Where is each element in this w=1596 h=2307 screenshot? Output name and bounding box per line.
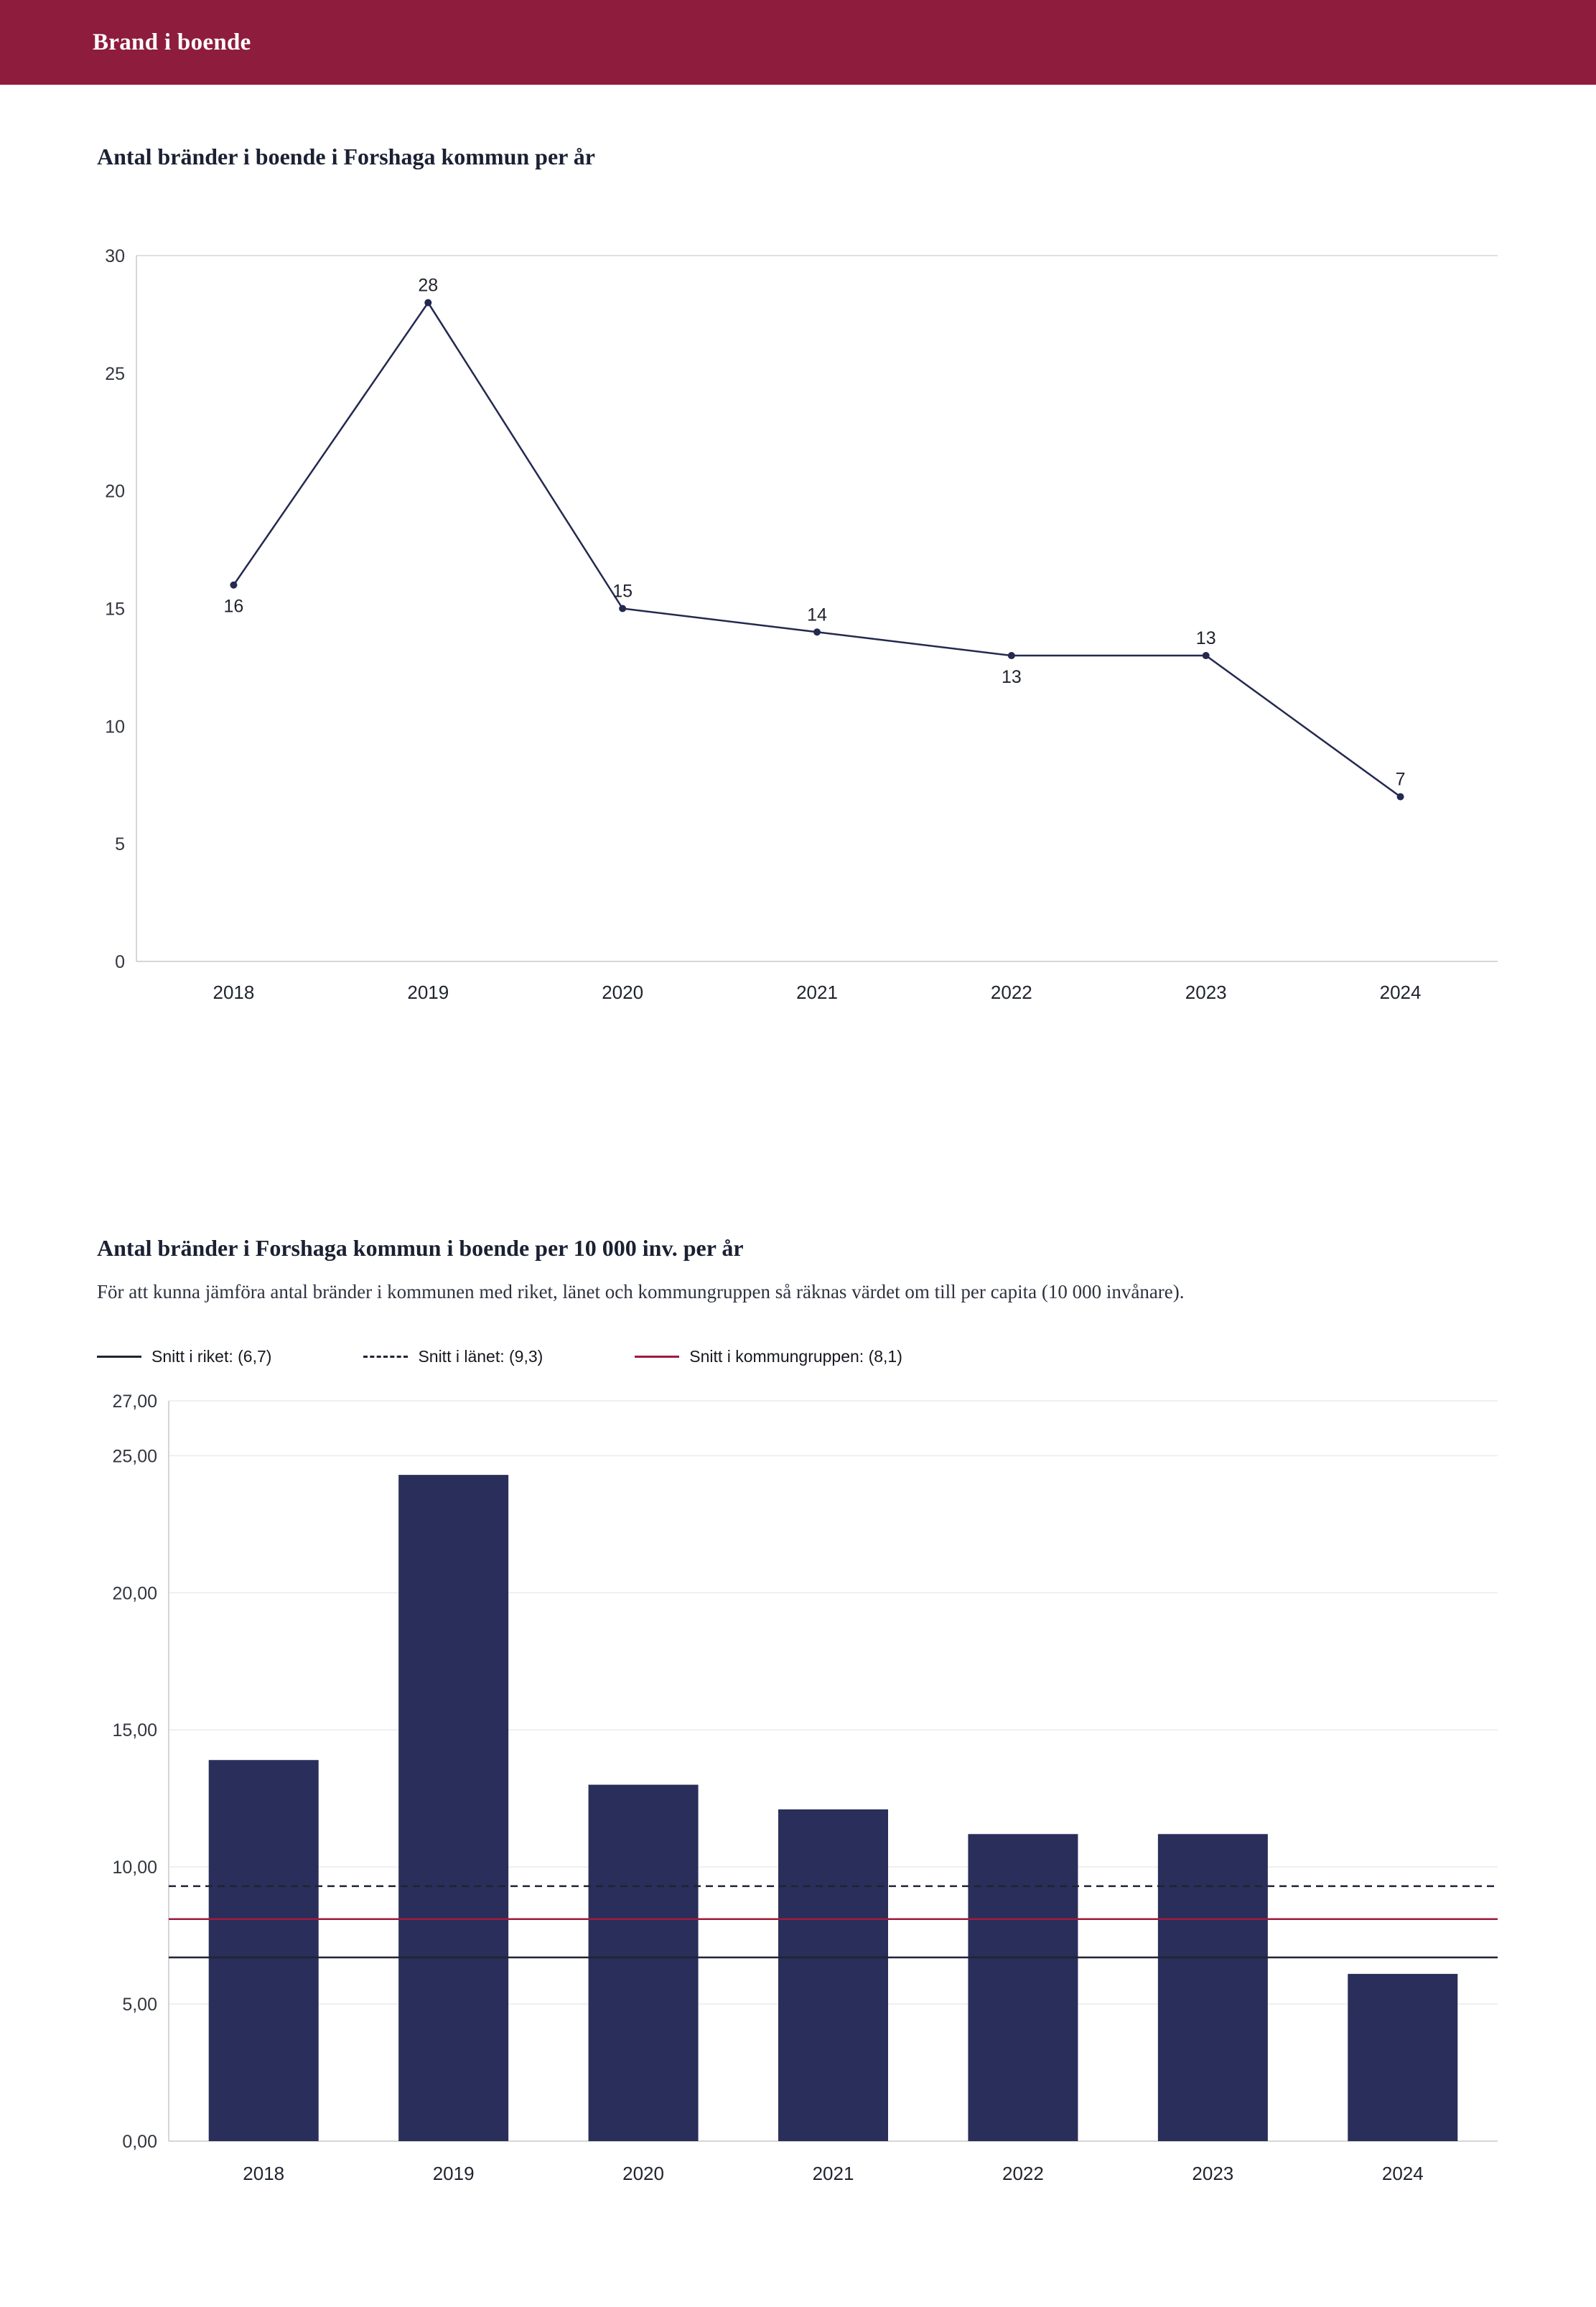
x-tick-label: 2018 bbox=[213, 982, 255, 1003]
legend-item-2: Snitt i kommungruppen: (8,1) bbox=[635, 1347, 902, 1366]
legend-label: Snitt i riket: (6,7) bbox=[151, 1347, 272, 1366]
data-point bbox=[1202, 652, 1210, 660]
x-tick-label: 2019 bbox=[407, 982, 449, 1003]
data-point bbox=[424, 299, 432, 307]
y-tick-label: 20,00 bbox=[112, 1583, 157, 1603]
y-tick-label: 0 bbox=[115, 952, 125, 972]
legend-swatch-solid-line bbox=[635, 1356, 680, 1358]
bar-chart-svg: 0,00 5,00 10,00 15,00 20,00 25,00 27,00 2018 201… bbox=[112, 1392, 1498, 2184]
data-label: 15 bbox=[612, 582, 633, 602]
legend-swatch-solid-line bbox=[97, 1356, 141, 1358]
legend-label: Snitt i länet: (9,3) bbox=[418, 1347, 543, 1366]
app-title: Brand i boende bbox=[93, 29, 251, 55]
y-tick-label: 10,00 bbox=[112, 1858, 157, 1878]
app-header: Brand i boende bbox=[0, 0, 1596, 85]
y-tick-label: 15 bbox=[105, 600, 125, 620]
y-tick-label: 20 bbox=[105, 482, 125, 502]
x-tick-label: 2024 bbox=[1382, 2163, 1424, 2184]
bar-2022 bbox=[968, 1834, 1078, 2141]
x-tick-label: 2020 bbox=[622, 2163, 664, 2184]
line-series bbox=[233, 301, 1401, 798]
line-chart-section: Antal bränder i boende i Forshaga kommun… bbox=[97, 142, 1499, 1038]
bar-2019 bbox=[398, 1475, 509, 2141]
y-tick-label: 10 bbox=[105, 717, 125, 737]
legend-item-1: Snitt i länet: (9,3) bbox=[363, 1347, 543, 1366]
y-tick-label: 27,00 bbox=[112, 1392, 157, 1412]
data-label: 16 bbox=[224, 597, 244, 617]
data-label: 13 bbox=[1196, 628, 1216, 648]
y-tick-label: 25,00 bbox=[112, 1446, 157, 1466]
data-point bbox=[813, 628, 821, 636]
x-tick-label: 2021 bbox=[796, 982, 838, 1003]
legend-label: Snitt i kommungruppen: (8,1) bbox=[689, 1347, 902, 1366]
line-chart-title: Antal bränder i boende i Forshaga kommun… bbox=[97, 144, 595, 169]
data-point bbox=[619, 605, 627, 612]
y-tick-label: 5,00 bbox=[122, 1995, 157, 2015]
legend-swatch-dashed-line bbox=[363, 1356, 409, 1358]
x-tick-label: 2023 bbox=[1185, 982, 1227, 1003]
data-point bbox=[1396, 793, 1404, 801]
x-tick-label: 2022 bbox=[1002, 2163, 1044, 2184]
data-label: 13 bbox=[1002, 667, 1022, 687]
x-tick-label: 2018 bbox=[243, 2163, 284, 2184]
y-tick-label: 15,00 bbox=[112, 1720, 157, 1740]
data-label: 28 bbox=[418, 276, 438, 296]
bar-chart-subtitle: För att kunna jämföra antal bränder i ko… bbox=[97, 1281, 1185, 1302]
bar-2018 bbox=[208, 1760, 319, 2141]
y-tick-label: 30 bbox=[105, 246, 125, 266]
y-tick-label: 5 bbox=[115, 834, 125, 854]
legend-item-0: Snitt i riket: (6,7) bbox=[97, 1347, 271, 1366]
bar-2024 bbox=[1348, 1974, 1458, 2141]
bar-2021 bbox=[778, 1809, 888, 2141]
x-tick-label: 2023 bbox=[1192, 2163, 1233, 2184]
bar-chart-section: Antal bränder i Forshaga kommun i boende… bbox=[97, 1234, 1499, 2219]
x-tick-label: 2022 bbox=[991, 982, 1032, 1003]
chart-legend: Snitt i riket: (6,7) Snitt i länet: (9,3)… bbox=[97, 1347, 1499, 1366]
page-content: Antal bränder i boende i Forshaga kommun… bbox=[0, 142, 1596, 2219]
data-label: 7 bbox=[1396, 770, 1406, 790]
bar-chart-title: Antal bränder i Forshaga kommun i boende… bbox=[97, 1235, 744, 1261]
bar-2020 bbox=[588, 1784, 699, 2141]
line-chart: 0 5 10 15 20 25 30 16 2018 28 2019 15 2020 14 2021 13 20… bbox=[97, 227, 1499, 1038]
x-tick-label: 2024 bbox=[1380, 982, 1422, 1003]
data-point bbox=[230, 581, 238, 589]
y-tick-label: 0,00 bbox=[122, 2132, 157, 2152]
x-tick-label: 2021 bbox=[813, 2163, 854, 2184]
data-label: 14 bbox=[807, 605, 827, 625]
y-tick-label: 25 bbox=[105, 364, 125, 384]
x-tick-label: 2019 bbox=[433, 2163, 475, 2184]
x-tick-label: 2020 bbox=[602, 982, 643, 1003]
data-point bbox=[1007, 652, 1015, 660]
bar-chart: 0,00 5,00 10,00 15,00 20,00 25,00 27,00 2018 201… bbox=[97, 1379, 1499, 2219]
bar-2023 bbox=[1157, 1834, 1268, 2141]
line-chart-svg: 0 5 10 15 20 25 30 16 2018 28 2019 15 2020 14 2021 13 20… bbox=[105, 246, 1498, 1003]
